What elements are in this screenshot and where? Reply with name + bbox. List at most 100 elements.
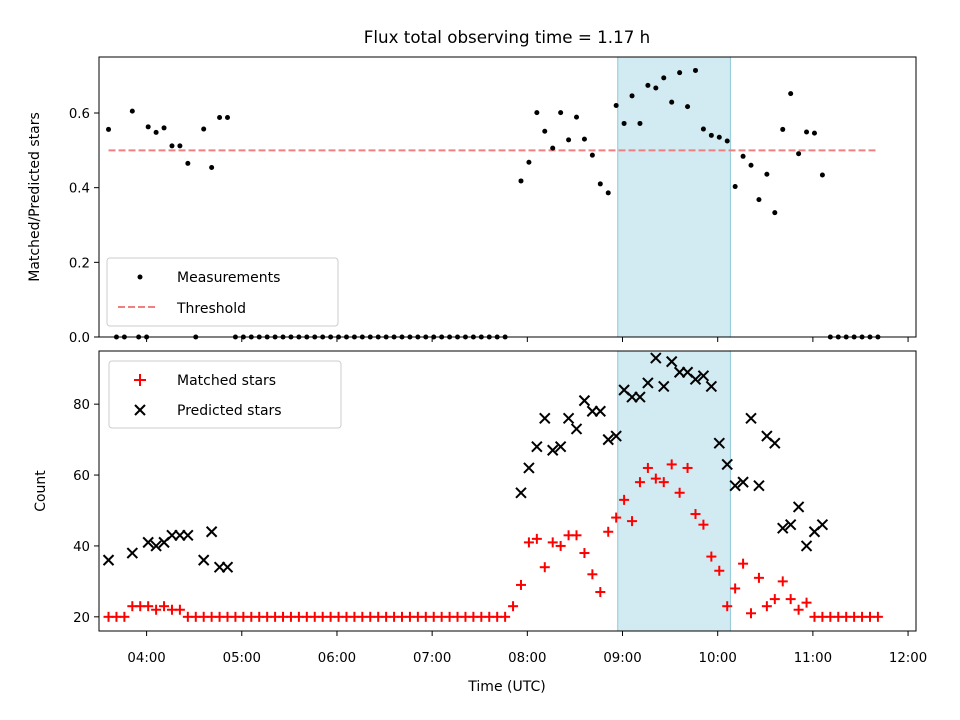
measurement-point — [692, 67, 698, 73]
measurement-point — [542, 128, 548, 134]
measurement-point — [685, 104, 691, 110]
matched-star-point — [682, 462, 693, 473]
predicted-star-point — [777, 522, 789, 534]
measurement-point — [534, 110, 540, 116]
predicted-star-point — [658, 380, 670, 393]
top-legend: Measurements Threshold — [106, 257, 339, 327]
measurement-point — [224, 114, 230, 120]
bottom-panel: 20 40 60 80 04:00 05:00 06:00 07:00 08:00 09:00 10… — [33, 350, 927, 695]
matched-star-point — [658, 477, 669, 488]
measurement-point — [677, 70, 683, 76]
predicted-star-point — [539, 412, 551, 425]
predicted-star-point — [554, 440, 567, 453]
predicted-star-point — [705, 380, 718, 393]
predicted-star-point — [792, 501, 805, 513]
matched-star-point — [579, 548, 590, 559]
x-tick-label: 07:00 — [413, 651, 451, 666]
measurement-point — [772, 210, 778, 216]
predicted-star-point — [729, 479, 741, 492]
matched-star-point — [603, 526, 614, 537]
matched-star-point — [611, 512, 622, 523]
predicted-star-point — [102, 554, 115, 566]
matched-star-point — [722, 601, 733, 612]
x-tick-label: 11:00 — [794, 651, 832, 666]
predicted-star-point — [650, 352, 662, 364]
measurement-point — [550, 145, 556, 151]
predicted-star-point — [547, 444, 559, 456]
measurement-point — [811, 130, 817, 136]
matched-star-point — [555, 540, 566, 551]
measurement-point — [581, 136, 587, 142]
predicted-star-point — [570, 423, 583, 435]
measurement-point — [804, 129, 810, 135]
matched-star-point — [746, 608, 757, 619]
measurement-point — [161, 125, 167, 131]
matched-star-point — [539, 562, 550, 573]
top-legend-box — [106, 257, 339, 327]
predicted-star-point — [800, 540, 813, 552]
y-tick-label: 80 — [73, 398, 90, 413]
measurement-point — [748, 162, 754, 168]
x-tick-label: 12:00 — [889, 651, 927, 666]
measurement-point — [780, 126, 786, 132]
predicted-star-point — [816, 518, 829, 531]
measurement-point — [106, 126, 112, 132]
matched-star-point — [761, 601, 772, 612]
measurement-point — [589, 152, 595, 158]
y-tick-label: 0.0 — [69, 331, 90, 346]
matched-star-point — [793, 604, 804, 615]
predicted-star-point — [713, 437, 725, 449]
measurement-point — [661, 75, 667, 81]
matched-star-point — [634, 477, 645, 488]
measurement-point — [153, 129, 159, 135]
y-tick-label: 0.6 — [69, 107, 90, 122]
predicted-star-point — [515, 487, 527, 499]
matched-star-point — [531, 533, 542, 544]
observing-window-span — [617, 350, 731, 632]
measurement-point — [209, 165, 215, 171]
matched-star-point — [143, 601, 154, 612]
predicted-star-point — [610, 430, 622, 442]
legend-marker-matched-stars — [134, 374, 146, 386]
matched-star-point — [706, 551, 717, 562]
measurement-point — [169, 143, 175, 149]
measurement-point — [201, 126, 207, 132]
matched-star-point — [571, 530, 582, 541]
legend-label-matched-stars: Matched stars — [177, 373, 276, 389]
matched-star-point — [595, 587, 606, 598]
measurement-point — [518, 178, 524, 184]
matched-star-point — [508, 601, 519, 612]
matched-star-point — [523, 537, 534, 548]
measurement-point — [724, 138, 730, 144]
measurement-point — [597, 181, 603, 187]
x-tick-label: 10:00 — [699, 651, 737, 666]
measurement-point — [740, 153, 746, 159]
measurement-point — [788, 91, 794, 97]
matched-star-point — [777, 576, 788, 587]
top-y-axis-label: Matched/Predicted stars — [27, 112, 43, 282]
measurement-point — [129, 108, 135, 114]
predicted-star-point — [745, 412, 757, 425]
top-panel-frame — [98, 56, 917, 338]
measurement-point — [637, 120, 643, 126]
predicted-star-point — [197, 554, 210, 566]
matched-star-point — [151, 604, 162, 615]
matched-star-point — [730, 583, 741, 594]
y-tick-label: 60 — [73, 469, 90, 484]
predicted-star-point — [665, 355, 678, 368]
matched-star-point — [872, 611, 883, 622]
legend-marker-measurements — [137, 274, 143, 280]
measurement-point — [605, 190, 611, 196]
measurement-point — [716, 134, 722, 140]
observing-window-span — [617, 56, 731, 338]
predicted-star-point — [523, 462, 535, 474]
predicted-star-point — [737, 476, 749, 488]
matched-star-point — [515, 579, 526, 590]
predicted-star-point — [634, 391, 646, 403]
legend-label-threshold: Threshold — [176, 301, 246, 317]
measurement-point — [732, 184, 738, 190]
y-tick-label: 40 — [73, 540, 90, 555]
bottom-panel-frame — [98, 350, 917, 632]
predicted-star-point — [531, 440, 543, 453]
